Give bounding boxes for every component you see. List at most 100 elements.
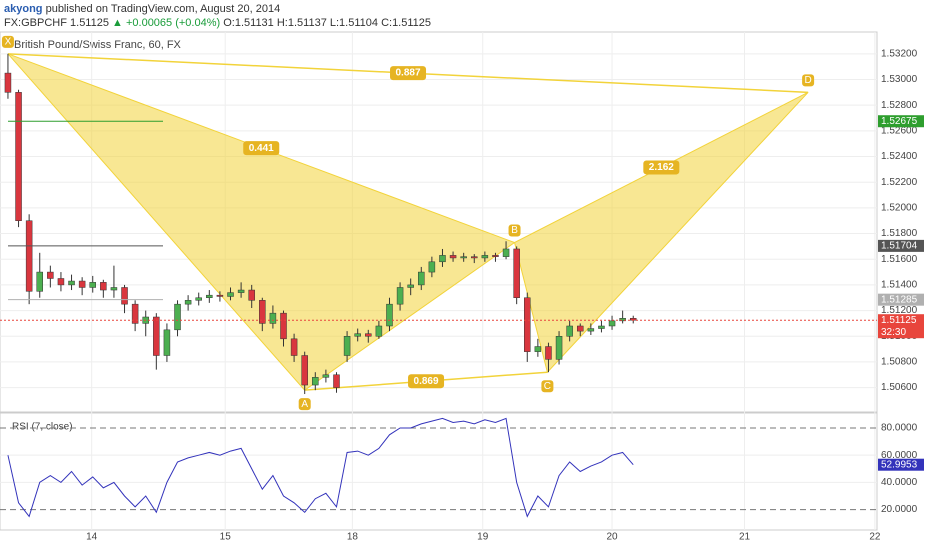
candle-body: [68, 280, 75, 286]
candle-body: [365, 333, 372, 337]
candle-body: [163, 329, 171, 356]
open: O:1.51131: [223, 17, 274, 29]
candle-body: [492, 255, 499, 257]
candle-body: [15, 92, 22, 221]
price-badge: [878, 314, 924, 339]
y-tick-label: 1.51800: [881, 228, 918, 239]
candle-body: [100, 282, 107, 291]
candle-body: [312, 377, 319, 386]
y-tick-label: 80.0000: [881, 423, 918, 434]
candle-body: [354, 333, 361, 337]
candle-body: [598, 325, 605, 329]
candle-body: [110, 287, 118, 291]
candle-body: [301, 355, 308, 386]
candle-body: [555, 336, 563, 360]
candle-body: [439, 255, 446, 263]
level-badge: [878, 239, 924, 252]
candle-body: [216, 294, 224, 297]
level-label: 1.52675: [881, 116, 918, 127]
pattern-bcd: [513, 91, 809, 374]
candle-body: [545, 346, 552, 360]
ratio-box: [243, 141, 280, 156]
candle-body: [237, 289, 245, 293]
y-tick-label: 1.53000: [881, 74, 918, 85]
level-label: 1.51704: [881, 241, 918, 252]
close: C:1.51125: [381, 17, 432, 29]
candle-body: [587, 328, 595, 332]
candle-body: [513, 248, 520, 298]
rsi-pane: [0, 412, 878, 531]
ratio-label: 0.869: [414, 376, 439, 387]
candle-body: [121, 287, 128, 305]
price-pane: [0, 31, 878, 413]
candle-body: [407, 284, 414, 288]
y-tick-label: 1.52200: [881, 177, 918, 188]
level-label: 1.51285: [881, 294, 918, 305]
y-tick-label: 1.52600: [881, 125, 918, 136]
candle-body: [174, 303, 181, 331]
ratio-label: 2.162: [649, 162, 674, 173]
y-tick-label: 60.0000: [881, 450, 918, 461]
y-tick-label: 1.51200: [881, 305, 918, 316]
candle-body: [534, 346, 542, 352]
symbol: FX:GBPCHF: [4, 17, 67, 29]
candle-body: [608, 320, 616, 327]
level-badge: [878, 115, 924, 128]
level-badge: [878, 293, 924, 306]
candle-body: [375, 325, 383, 337]
candle-body: [428, 261, 436, 273]
x-tick-label: 19: [477, 532, 489, 543]
candle-body: [333, 374, 340, 388]
header: akyong published on TradingView.com, Aug…: [4, 2, 431, 30]
published: published on TradingView.com, August 20,…: [45, 3, 281, 15]
candle-body: [184, 300, 192, 305]
ratio-label: 0.887: [396, 68, 421, 79]
ratio-label: 0.441: [249, 143, 274, 154]
rsi-line: [7, 417, 634, 518]
candle-body: [57, 278, 65, 286]
candle-body: [619, 318, 626, 322]
candle-body: [566, 325, 573, 337]
candle-body: [502, 248, 510, 257]
candle-body: [322, 374, 330, 378]
rsi-label: 52.9953: [881, 459, 918, 470]
candle-body: [396, 287, 404, 305]
x-tick-label: 21: [739, 532, 751, 543]
candle-body: [418, 271, 425, 286]
candle-body: [290, 338, 298, 356]
y-tick-label: 20.0000: [881, 504, 918, 515]
candle-body: [259, 300, 266, 324]
x-tick-label: 22: [869, 532, 881, 543]
point-label: X: [5, 36, 12, 47]
y-tick-label: 1.50600: [881, 382, 918, 393]
candle-body: [36, 271, 43, 292]
candle-body: [269, 312, 277, 324]
point-box: [1, 35, 14, 48]
y-tick-label: 1.52400: [881, 151, 918, 162]
candle-body: [78, 280, 86, 288]
candle-body: [4, 72, 12, 93]
ratio-box: [390, 66, 427, 81]
ratio-box: [643, 160, 680, 175]
x-tick-label: 18: [347, 532, 359, 543]
price-label: 1.51125: [881, 315, 917, 326]
price: 1.51125: [70, 17, 109, 29]
candle-body: [248, 289, 255, 301]
candle-body: [153, 316, 160, 356]
x-tick-label: 15: [220, 532, 232, 543]
point-label: A: [301, 399, 308, 410]
candle-body: [449, 255, 457, 259]
y-tick-label: 1.53200: [881, 48, 918, 59]
candle-body: [481, 255, 489, 259]
point-box: [541, 380, 554, 393]
countdown: 32:30: [881, 327, 906, 338]
candle-body: [280, 312, 287, 340]
y-tick-label: 1.51400: [881, 280, 918, 291]
ratio-box: [408, 374, 445, 389]
point-box: [802, 74, 815, 87]
y-tick-label: 1.52000: [881, 203, 918, 214]
candle-body: [195, 297, 202, 301]
author[interactable]: akyong: [4, 3, 43, 15]
